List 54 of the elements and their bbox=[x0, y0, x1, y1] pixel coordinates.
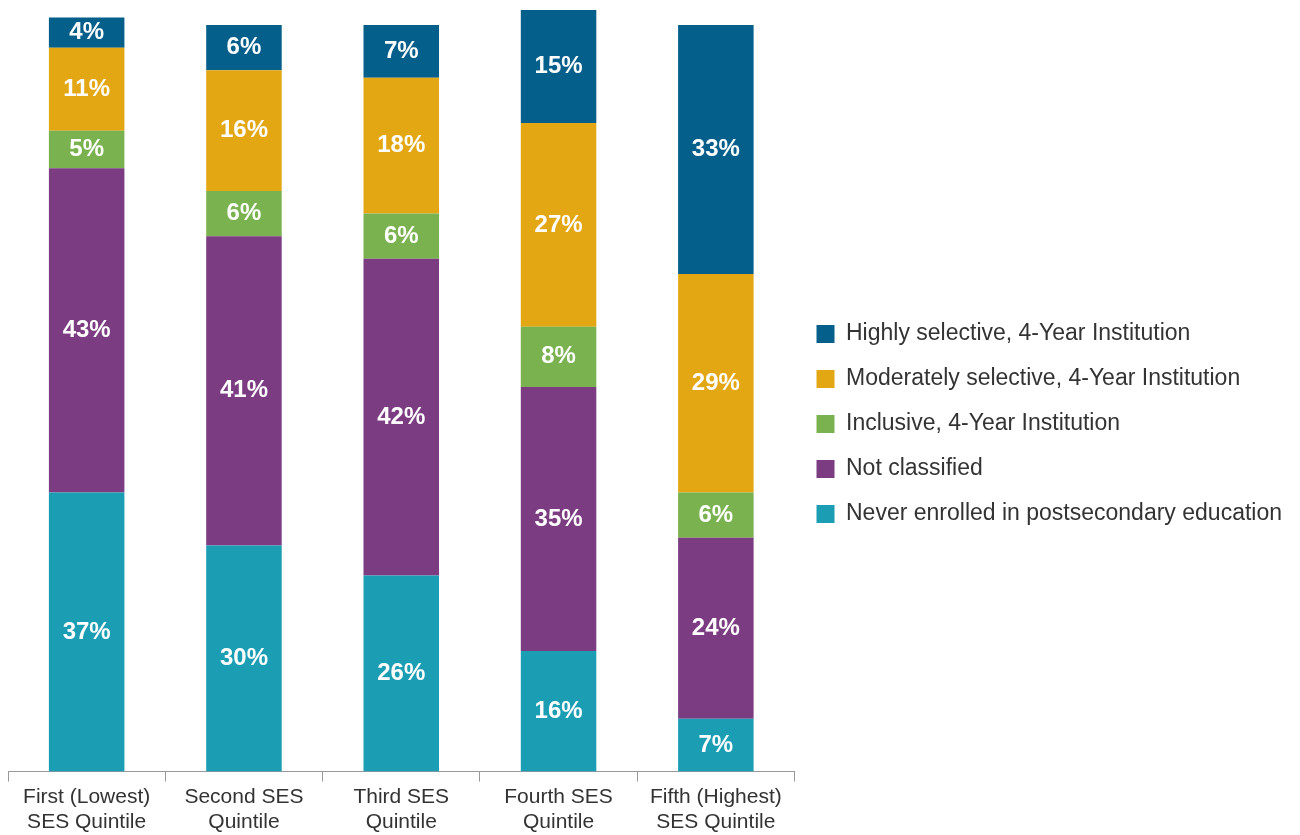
data-label: 6% bbox=[226, 198, 262, 226]
data-label: 6% bbox=[698, 499, 734, 527]
legend-label: Not classified bbox=[846, 454, 983, 481]
bar bbox=[206, 545, 282, 772]
data-label: 16% bbox=[219, 115, 268, 143]
data-label: 4% bbox=[69, 17, 104, 45]
bar bbox=[363, 258, 440, 576]
data-label: 43% bbox=[62, 315, 111, 343]
bar bbox=[520, 123, 597, 327]
bar bbox=[206, 236, 282, 546]
data-label: 42% bbox=[377, 401, 426, 429]
data-label: 11% bbox=[63, 73, 111, 101]
data-label: 15% bbox=[534, 51, 583, 79]
legend-label: Moderately selective, 4-Year Institution bbox=[846, 364, 1241, 391]
data-label: 24% bbox=[691, 612, 740, 640]
bar bbox=[363, 25, 440, 78]
data-label: 6% bbox=[226, 32, 262, 60]
bar bbox=[678, 25, 754, 274]
bar bbox=[678, 537, 754, 719]
x-tick-label: Second SES Quintile bbox=[184, 784, 304, 833]
bar bbox=[363, 575, 440, 772]
data-label: 6% bbox=[383, 220, 419, 248]
bar bbox=[363, 77, 440, 214]
bar bbox=[206, 70, 282, 191]
data-label: 7% bbox=[698, 729, 734, 757]
legend-label: Highly selective, 4-Year Institution bbox=[846, 319, 1191, 346]
bar bbox=[520, 326, 597, 388]
bar bbox=[48, 492, 125, 772]
data-label: 7% bbox=[383, 36, 419, 64]
bar bbox=[678, 718, 754, 772]
data-label: 30% bbox=[219, 643, 268, 671]
legend-label: Never enrolled in postsecondary education bbox=[846, 499, 1283, 526]
bar bbox=[48, 47, 125, 131]
x-tick-label: Fifth (Highest) SES Quintile bbox=[649, 784, 782, 833]
data-label: 35% bbox=[534, 503, 583, 531]
data-label: 37% bbox=[62, 616, 111, 644]
bar bbox=[678, 273, 754, 493]
x-tick-label: Fourth SES Quintile bbox=[504, 784, 613, 833]
legend-label: Inclusive, 4-Year Institution bbox=[846, 409, 1121, 436]
data-label: 41% bbox=[219, 375, 268, 403]
data-label: 8% bbox=[541, 341, 576, 369]
data-label: 26% bbox=[377, 658, 426, 686]
data-label: 29% bbox=[691, 367, 740, 395]
data-label: 18% bbox=[377, 130, 426, 158]
data-label: 5% bbox=[69, 134, 104, 162]
x-tick-label: First (Lowest) SES Quintile bbox=[23, 784, 151, 833]
data-label: 33% bbox=[691, 134, 740, 162]
bar bbox=[520, 10, 597, 124]
bar bbox=[520, 650, 597, 772]
x-tick-label: Third SES Quintile bbox=[353, 784, 450, 833]
bar bbox=[48, 168, 125, 493]
data-label: 27% bbox=[534, 209, 583, 237]
data-label: 16% bbox=[534, 695, 583, 723]
bar bbox=[520, 387, 597, 651]
